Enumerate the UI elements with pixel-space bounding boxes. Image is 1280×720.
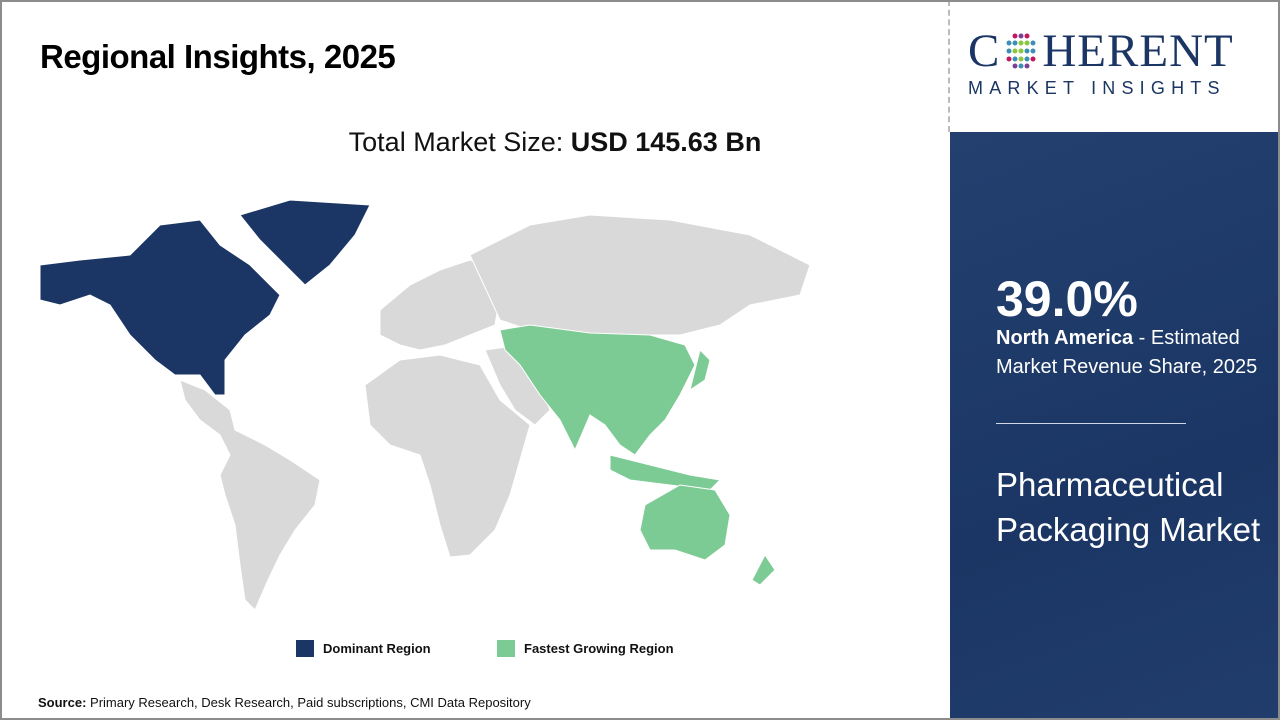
- legend-label: Dominant Region: [323, 641, 431, 656]
- insight-panel: 39.0% North America - Estimated Market R…: [950, 132, 1280, 720]
- logo-wordmark: HERENT: [1042, 25, 1234, 77]
- map-region-north-america: [39, 219, 281, 396]
- page-title: Regional Insights, 2025: [40, 38, 396, 75]
- share-description: North America - Estimated Market Revenue…: [996, 324, 1266, 382]
- source-label: Source:: [38, 695, 87, 710]
- map-region-greenland: [239, 199, 371, 286]
- total-market-size: Total Market Size: USD 145.63 Bn: [0, 127, 1110, 158]
- map-region-latin-america: [179, 379, 321, 611]
- world-map: [39, 199, 811, 611]
- map-region-indonesia: [609, 454, 722, 491]
- share-percent: 39.0%: [996, 271, 1138, 327]
- divider: [948, 0, 950, 132]
- coherent-logo: C HERENT MARKET INSIGHTS: [968, 28, 1263, 99]
- legend-item-dominant: Dominant Region: [296, 640, 431, 657]
- map-region-europe: [379, 259, 501, 351]
- legend-label: Fastest Growing Region: [524, 641, 674, 656]
- source-note: Source: Primary Research, Desk Research,…: [38, 695, 531, 710]
- panel-divider: [996, 423, 1186, 424]
- legend-swatch-fastest: [497, 640, 515, 657]
- map-region-asia-pacific: [499, 324, 696, 456]
- legend-swatch-dominant: [296, 640, 314, 657]
- region-name: North America: [996, 327, 1134, 349]
- map-region-australia: [639, 484, 731, 561]
- legend-item-fastest: Fastest Growing Region: [497, 640, 674, 657]
- globe-dots-icon: [1006, 33, 1036, 69]
- source-text: Primary Research, Desk Research, Paid su…: [86, 695, 531, 710]
- total-market-value: USD 145.63 Bn: [570, 127, 762, 157]
- market-name: Pharmaceutical Packaging Market: [996, 466, 1261, 548]
- logo-tagline: MARKET INSIGHTS: [968, 78, 1226, 98]
- map-region-africa: [364, 354, 531, 558]
- map-region-russia: [469, 214, 811, 336]
- map-region-new-zealand: [751, 554, 776, 586]
- logo-letter: C: [968, 25, 1001, 77]
- total-market-label: Total Market Size:: [348, 127, 571, 157]
- map-region-japan: [689, 349, 711, 392]
- share-desc-text: - Estimated Market Revenue Share, 2025: [996, 327, 1258, 378]
